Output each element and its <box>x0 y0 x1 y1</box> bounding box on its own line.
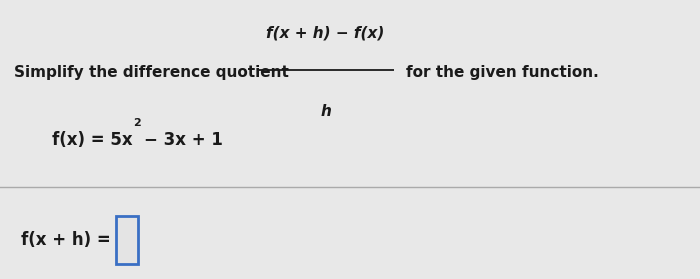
Text: Simplify the difference quotient: Simplify the difference quotient <box>14 65 289 80</box>
Text: for the given function.: for the given function. <box>406 65 598 80</box>
FancyBboxPatch shape <box>116 216 138 264</box>
Text: f(x + h) − f(x): f(x + h) − f(x) <box>266 26 385 41</box>
Text: − 3x + 1: − 3x + 1 <box>144 131 223 149</box>
Text: f(x + h) =: f(x + h) = <box>21 231 111 249</box>
Text: 2: 2 <box>133 117 141 128</box>
Text: h: h <box>320 104 331 119</box>
Text: f(x) = 5x: f(x) = 5x <box>52 131 133 149</box>
